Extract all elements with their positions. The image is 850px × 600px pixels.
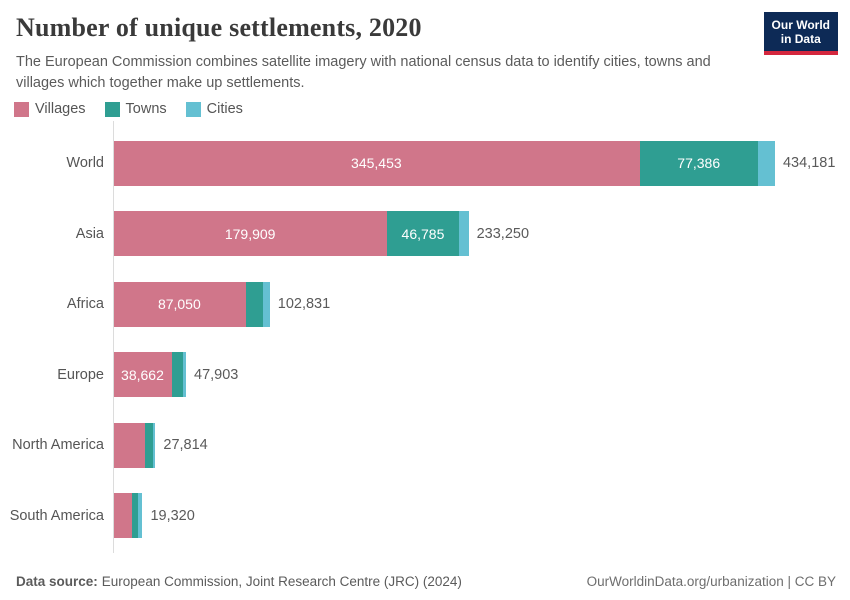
chart-row: Asia 179,909 46,785 233,250: [0, 199, 850, 270]
legend-item-villages: Villages: [14, 101, 86, 117]
bar-segment-cities[interactable]: [183, 352, 187, 398]
legend-item-cities: Cities: [185, 101, 243, 117]
stacked-bar: 19,320: [113, 493, 195, 539]
row-label: World: [66, 155, 104, 172]
bar-segment-cities[interactable]: [152, 422, 156, 468]
owid-url-link[interactable]: OurWorldinData.org/urbanization | CC BY: [586, 574, 836, 589]
legend-label: Towns: [125, 101, 167, 117]
segment-value-label: 179,909: [224, 225, 276, 242]
page-title: Number of unique settlements, 2020: [16, 13, 422, 42]
total-value-label: 19,320: [150, 507, 195, 524]
segment-value-label: 46,785: [401, 225, 445, 242]
total-value-label: 233,250: [476, 225, 530, 242]
row-label: Africa: [66, 296, 104, 313]
legend: Villages Towns Cities: [14, 101, 262, 117]
stacked-bar: 38,662 47,903: [113, 352, 239, 398]
datasource: Data source: European Commission, Joint R…: [16, 574, 462, 589]
y-axis-line: [113, 121, 114, 553]
bar-segment-villages[interactable]: 179,909: [113, 211, 388, 257]
bar-segment-cities[interactable]: [458, 211, 469, 257]
segment-value-label: 345,453: [351, 155, 402, 172]
bar-segment-towns[interactable]: [131, 493, 138, 539]
owid-logo-line2: in Data: [780, 32, 821, 46]
bar-segment-villages[interactable]: 38,662: [113, 352, 172, 398]
datasource-text: European Commission, Joint Research Cent…: [101, 574, 462, 589]
bar-segment-cities[interactable]: [757, 140, 775, 186]
footer: Data source: European Commission, Joint R…: [16, 574, 836, 589]
legend-swatch-cities: [185, 101, 201, 117]
bar-segment-villages[interactable]: [113, 422, 146, 468]
stacked-bar: 345,453 77,386 434,181: [113, 140, 836, 186]
chart-row: South America 19,320: [0, 481, 850, 552]
total-value-label: 27,814: [163, 437, 208, 454]
bar-segment-towns[interactable]: [171, 352, 184, 398]
row-label: South America: [9, 507, 104, 524]
chart-subtitle: The European Commission combines satelli…: [16, 54, 711, 91]
total-value-label: 47,903: [194, 366, 239, 383]
bar-segment-towns[interactable]: [145, 422, 153, 468]
bar-segment-villages[interactable]: 87,050: [113, 281, 246, 327]
total-value-label: 434,181: [782, 155, 836, 172]
bar-segment-villages[interactable]: [113, 493, 132, 539]
segment-value-label: 38,662: [121, 366, 164, 383]
row-label: Europe: [57, 366, 104, 383]
chart-row: World 345,453 77,386 434,181: [0, 128, 850, 199]
legend-label: Cities: [206, 101, 243, 117]
stacked-bar: 27,814: [113, 422, 208, 468]
legend-swatch-towns: [104, 101, 120, 117]
legend-item-towns: Towns: [104, 101, 167, 117]
chart-row: Europe 38,662 47,903: [0, 340, 850, 411]
bar-segment-towns[interactable]: 46,785: [387, 211, 459, 257]
legend-label: Villages: [35, 101, 86, 117]
segment-value-label: 77,386: [677, 155, 721, 172]
total-value-label: 102,831: [277, 296, 331, 313]
datasource-label: Data source:: [16, 574, 98, 589]
chart-row: North America 27,814: [0, 410, 850, 481]
bar-segment-cities[interactable]: [263, 281, 270, 327]
owid-logo-line1: Our World: [771, 18, 830, 32]
bar-segment-towns[interactable]: 77,386: [639, 140, 758, 186]
row-label: North America: [12, 437, 104, 454]
row-label: Asia: [75, 225, 104, 242]
bar-segment-cities[interactable]: [137, 493, 143, 539]
bar-segment-towns[interactable]: [245, 281, 264, 327]
bar-segment-villages[interactable]: 345,453: [113, 140, 640, 186]
legend-swatch-villages: [14, 101, 29, 117]
stacked-bar: 87,050 102,831: [113, 281, 331, 327]
stacked-bar: 179,909 46,785 233,250: [113, 211, 530, 257]
segment-value-label: 87,050: [157, 296, 201, 313]
chart-area: World 345,453 77,386 434,181 Asia 179,909 46,7…: [0, 121, 850, 553]
owid-logo: Our World in Data: [763, 12, 838, 55]
chart-row: Africa 87,050 102,831: [0, 269, 850, 340]
chart-rows: World 345,453 77,386 434,181 Asia 179,909 46,7…: [0, 128, 850, 551]
